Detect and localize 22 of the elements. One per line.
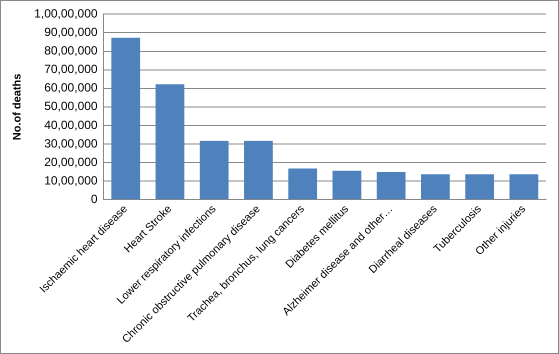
y-tick-label: 20,00,000 xyxy=(44,154,98,169)
y-axis-title: No.of deaths xyxy=(12,74,24,140)
bar xyxy=(421,174,450,200)
y-tick-label: 70,00,000 xyxy=(44,62,98,76)
y-tick-label: 0 xyxy=(90,192,98,206)
bar xyxy=(200,140,229,200)
y-tick-label: 10,00,000 xyxy=(44,173,98,188)
y-tick-label: 50,00,000 xyxy=(44,99,98,114)
bar xyxy=(156,84,184,200)
y-tick-label: 60,00,000 xyxy=(44,80,98,95)
bar xyxy=(376,172,406,200)
bar xyxy=(465,174,494,200)
y-tick-label: 40,00,000 xyxy=(44,118,98,132)
y-tick-label: 1,00,00,000 xyxy=(34,6,98,21)
bar xyxy=(244,140,273,200)
y-tick-label: 30,00,000 xyxy=(44,136,98,150)
y-tick-label: 80,00,000 xyxy=(44,44,98,58)
bar xyxy=(510,174,538,200)
bar xyxy=(288,168,318,200)
y-tick-label: 90,00,000 xyxy=(44,25,98,40)
bar xyxy=(332,170,362,200)
bar xyxy=(111,38,140,200)
